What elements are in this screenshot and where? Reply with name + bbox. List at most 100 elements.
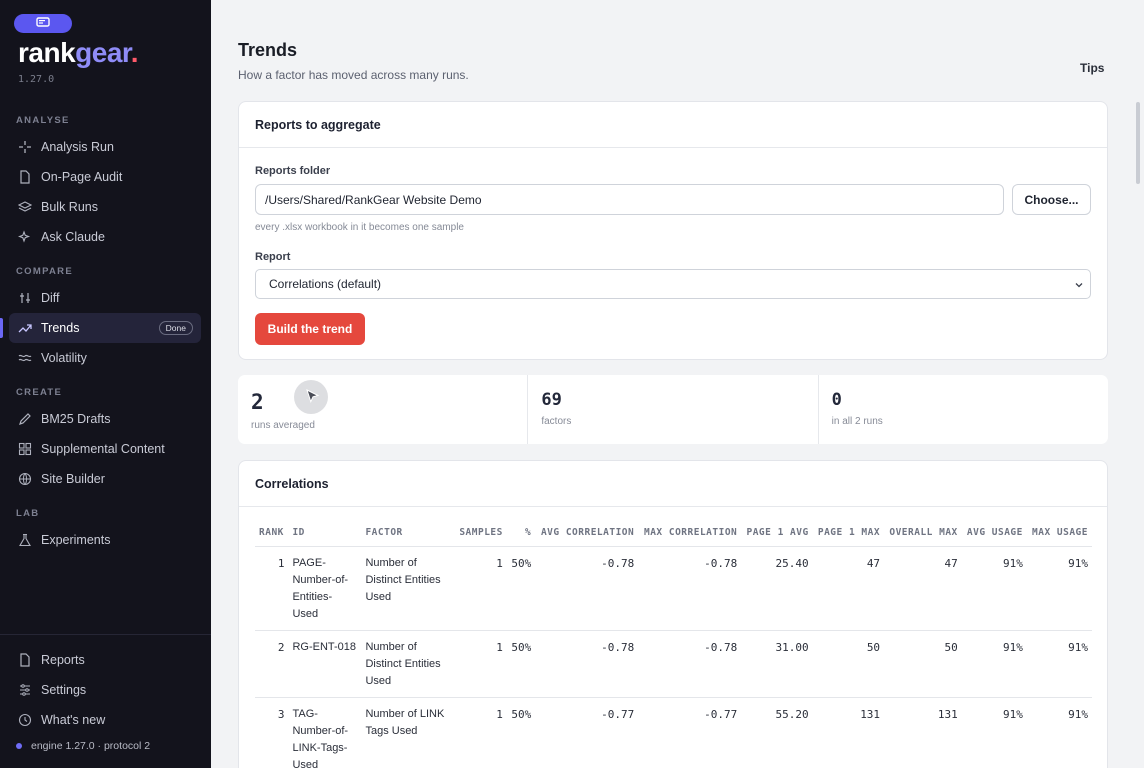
sidebar-item-diff[interactable]: Diff xyxy=(9,283,201,313)
app-version: 1.27.0 xyxy=(18,74,55,85)
table-row[interactable]: 1 PAGE-Number-of-Entities-Used Number of… xyxy=(255,546,1092,631)
report-select-value: Correlations (default) xyxy=(269,277,382,291)
col-overall-max[interactable]: OVERALL MAX xyxy=(884,519,962,547)
cell-page1-max: 50 xyxy=(812,630,885,698)
cell-avg-correlation: -0.78 xyxy=(535,630,639,698)
sidebar-item-label: Site Builder xyxy=(41,472,105,486)
sidebar-item-reports[interactable]: Reports xyxy=(9,645,201,675)
col-max-correlation[interactable]: MAX CORRELATION xyxy=(638,519,742,547)
sidebar-item-label: Diff xyxy=(41,291,60,305)
scrollbar[interactable] xyxy=(1136,102,1140,184)
active-indicator xyxy=(0,318,3,338)
page-title: Trends xyxy=(238,40,298,60)
col-avg-usage[interactable]: AVG USAGE xyxy=(961,519,1027,547)
cell-overall-max: 50 xyxy=(884,630,962,698)
section-label-analyse: ANALYSE xyxy=(16,115,70,126)
file-icon xyxy=(17,652,33,668)
col-max-usage[interactable]: MAX USAGE xyxy=(1026,519,1092,547)
sidebar-item-experiments[interactable]: Experiments xyxy=(9,525,201,555)
folder-hint: every .xlsx workbook in it becomes one s… xyxy=(255,222,464,233)
table-row[interactable]: 2 RG-ENT-018 Number of Distinct Entities… xyxy=(255,630,1092,698)
sidebar-item-label: Analysis Run xyxy=(41,140,114,154)
table-title: Correlations xyxy=(239,461,1107,507)
sidebar-item-settings[interactable]: Settings xyxy=(9,675,201,705)
cell-avg-correlation: -0.77 xyxy=(535,697,639,768)
stat-label: in all 2 runs xyxy=(831,416,883,427)
cell-page1-avg: 55.20 xyxy=(741,697,813,768)
cell-percent: 50% xyxy=(506,697,536,768)
engine-status: engine 1.27.0 · protocol 2 xyxy=(16,740,150,752)
col-id[interactable]: ID xyxy=(288,519,362,547)
stat-factors: 69 factors xyxy=(528,375,819,444)
cell-percent: 50% xyxy=(506,546,536,631)
cell-avg-correlation: -0.78 xyxy=(535,546,639,631)
cell-id: TAG-Number-of-LINK-Tags-Used xyxy=(288,697,362,768)
tips-link[interactable]: Tips xyxy=(1080,61,1105,75)
cell-factor: Number of Distinct Entities Used xyxy=(361,630,455,698)
cell-max-usage: 91% xyxy=(1026,697,1092,768)
cell-page1-max: 131 xyxy=(812,697,885,768)
sidebar-item-analysis-run[interactable]: Analysis Run xyxy=(9,132,201,162)
cell-avg-usage: 91% xyxy=(961,630,1027,698)
sidebar-item-label: Trends xyxy=(41,321,80,335)
pencil-icon xyxy=(17,411,33,427)
section-label-lab: LAB xyxy=(16,508,40,519)
col-page1-max[interactable]: PAGE 1 MAX xyxy=(812,519,885,547)
folder-input[interactable]: /Users/Shared/RankGear Website Demo xyxy=(255,184,1004,215)
cell-id: RG-ENT-018 xyxy=(288,630,362,698)
sidebar-item-trends[interactable]: Trends Done xyxy=(9,313,201,343)
stats-bar: 2 runs averaged 69 factors 0 in all 2 ru… xyxy=(238,375,1108,444)
cell-overall-max: 47 xyxy=(884,546,962,631)
col-samples[interactable]: SAMPLES xyxy=(454,519,507,547)
cell-samples: 1 xyxy=(454,697,507,768)
sidebar-item-label: Reports xyxy=(41,653,85,667)
stat-in-all-runs: 0 in all 2 runs xyxy=(819,375,1108,444)
cell-factor: Number of LINK Tags Used xyxy=(361,697,455,768)
sidebar-item-volatility[interactable]: Volatility xyxy=(9,343,201,373)
sidebar-item-label: Ask Claude xyxy=(41,230,105,244)
trend-icon xyxy=(17,320,33,336)
sidebar-item-on-page-audit[interactable]: On-Page Audit xyxy=(9,162,201,192)
engine-version: engine 1.27.0 · protocol 2 xyxy=(31,740,151,752)
col-percent[interactable]: % xyxy=(506,519,536,547)
cell-page1-max: 47 xyxy=(812,546,885,631)
sidebar-item-bulk-runs[interactable]: Bulk Runs xyxy=(9,192,201,222)
workspace-pill[interactable] xyxy=(14,14,72,33)
cell-max-usage: 91% xyxy=(1026,630,1092,698)
sidebar-item-ask-claude[interactable]: Ask Claude xyxy=(9,222,201,252)
status-dot xyxy=(16,743,22,749)
clock-icon xyxy=(17,712,33,728)
sidebar-item-supplemental-content[interactable]: Supplemental Content xyxy=(9,434,201,464)
choose-button[interactable]: Choose... xyxy=(1012,184,1091,215)
stat-value: 0 xyxy=(831,390,842,410)
cell-overall-max: 131 xyxy=(884,697,962,768)
grid-icon xyxy=(17,441,33,457)
status-badge: Done xyxy=(158,321,193,335)
chevron-down-icon xyxy=(1074,279,1084,293)
cell-max-correlation: -0.78 xyxy=(638,630,742,698)
col-avg-correlation[interactable]: AVG CORRELATION xyxy=(535,519,639,547)
table-header-row: RANK ID FACTOR SAMPLES % AVG CORRELATION… xyxy=(255,519,1092,547)
col-page1-avg[interactable]: PAGE 1 AVG xyxy=(741,519,813,547)
col-factor[interactable]: FACTOR xyxy=(361,519,455,547)
sliders-icon xyxy=(17,682,33,698)
folder-label: Reports folder xyxy=(255,165,331,177)
report-select[interactable]: Correlations (default) xyxy=(255,269,1091,299)
sidebar-item-whats-new[interactable]: What's new xyxy=(9,705,201,735)
sidebar-item-site-builder[interactable]: Site Builder xyxy=(9,464,201,494)
cell-factor: Number of Distinct Entities Used xyxy=(361,546,455,631)
cell-rank: 1 xyxy=(255,546,289,631)
layers-icon xyxy=(17,199,33,215)
cell-rank: 2 xyxy=(255,630,289,698)
correlations-table: RANK ID FACTOR SAMPLES % AVG CORRELATION… xyxy=(255,519,1092,768)
build-trend-button[interactable]: Build the trend xyxy=(255,313,365,345)
sidebar-item-label: Bulk Runs xyxy=(41,200,98,214)
sidebar-item-bm25-drafts[interactable]: BM25 Drafts xyxy=(9,404,201,434)
stat-runs-averaged: 2 runs averaged xyxy=(238,375,529,444)
page-subtitle: How a factor has moved across many runs. xyxy=(238,68,469,82)
table-row[interactable]: 3 TAG-Number-of-LINK-Tags-Used Number of… xyxy=(255,697,1092,768)
sidebar-item-label: Supplemental Content xyxy=(41,442,165,456)
cell-samples: 1 xyxy=(454,546,507,631)
cell-rank: 3 xyxy=(255,697,289,768)
col-rank[interactable]: RANK xyxy=(255,519,289,547)
